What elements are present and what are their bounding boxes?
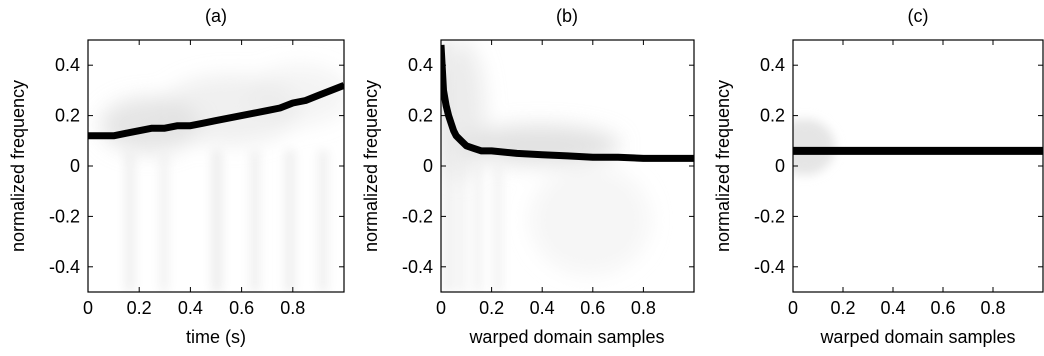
y-tick-label: 0.4 xyxy=(760,55,785,75)
y-tick-label: -0.4 xyxy=(754,257,785,277)
y-ticks-c: 0.4 0.2 0 -0.2 -0.4 xyxy=(754,55,1043,277)
y-tick-label: 0.4 xyxy=(408,55,433,75)
y-tick-label: -0.2 xyxy=(754,206,785,226)
x-tick-label: 0.2 xyxy=(127,298,152,318)
x-tick-label: 0.4 xyxy=(530,298,555,318)
y-tick-label: 0.2 xyxy=(55,106,80,126)
panel-title-a: (a) xyxy=(205,6,227,26)
panel-b: 0 0.2 0.4 0.6 0.8 0.4 0.2 0 -0.2 -0.4 (b) warped… xyxy=(361,6,695,347)
x-tick-label: 0.8 xyxy=(980,298,1005,318)
y-axis-label-b: normalized frequency xyxy=(361,80,381,252)
y-axis-label-a: normalized frequency xyxy=(8,80,28,252)
x-tick-label: 0.2 xyxy=(830,298,855,318)
y-axis-label-c: normalized frequency xyxy=(713,80,733,252)
y-tick-label: 0.2 xyxy=(408,106,433,126)
y-tick-label: -0.2 xyxy=(49,206,80,226)
x-tick-label: 0 xyxy=(83,298,93,318)
y-tick-label: 0 xyxy=(70,156,80,176)
time-stripes-a xyxy=(126,150,328,292)
spectral-haze-a xyxy=(100,65,344,153)
x-tick-label: 0.6 xyxy=(930,298,955,318)
warp-stripes-b xyxy=(445,40,502,292)
y-tick-label: -0.4 xyxy=(49,257,80,277)
y-tick-label: -0.2 xyxy=(402,206,433,226)
x-axis-label-a: time (s) xyxy=(186,327,246,347)
x-tick-label: 0.8 xyxy=(631,298,656,318)
ridge-line-a xyxy=(88,82,344,140)
x-axis-label-b: warped domain samples xyxy=(468,327,664,347)
y-tick-label: 0 xyxy=(775,156,785,176)
x-tick-label: 0 xyxy=(788,298,798,318)
x-ticks-a: 0 0.2 0.4 0.6 0.8 xyxy=(83,40,305,318)
panel-title-b: (b) xyxy=(556,6,578,26)
x-tick-label: 0.6 xyxy=(229,298,254,318)
ridge-line-b xyxy=(441,44,694,162)
x-axis-label-c: warped domain samples xyxy=(819,327,1015,347)
x-tick-label: 0.4 xyxy=(880,298,905,318)
axes-frame-c xyxy=(792,39,1044,293)
y-tick-label: -0.4 xyxy=(402,257,433,277)
y-ticks-a: 0.4 0.2 0 -0.2 -0.4 xyxy=(49,55,344,277)
panel-a: 0 0.2 0.4 0.6 0.8 0.4 0.2 0 -0.2 -0.4 (a) time (… xyxy=(8,6,345,347)
y-tick-label: 0 xyxy=(423,156,433,176)
x-tick-label: 0.8 xyxy=(280,298,305,318)
panel-c: 0 0.2 0.4 0.6 0.8 0.4 0.2 0 -0.2 -0.4 (c) warped… xyxy=(713,6,1044,347)
y-tick-label: 0.4 xyxy=(55,55,80,75)
x-tick-label: 0.4 xyxy=(178,298,203,318)
x-ticks-c: 0 0.2 0.4 0.6 0.8 xyxy=(788,40,1006,318)
x-tick-label: 0 xyxy=(436,298,446,318)
x-ticks-b: 0 0.2 0.4 0.6 0.8 xyxy=(436,40,656,318)
x-tick-label: 0.6 xyxy=(580,298,605,318)
y-ticks-b: 0.4 0.2 0 -0.2 -0.4 xyxy=(402,55,694,277)
y-tick-label: 0.2 xyxy=(760,106,785,126)
x-tick-label: 0.2 xyxy=(479,298,504,318)
panel-title-c: (c) xyxy=(908,6,929,26)
heatmap-b xyxy=(441,40,650,292)
